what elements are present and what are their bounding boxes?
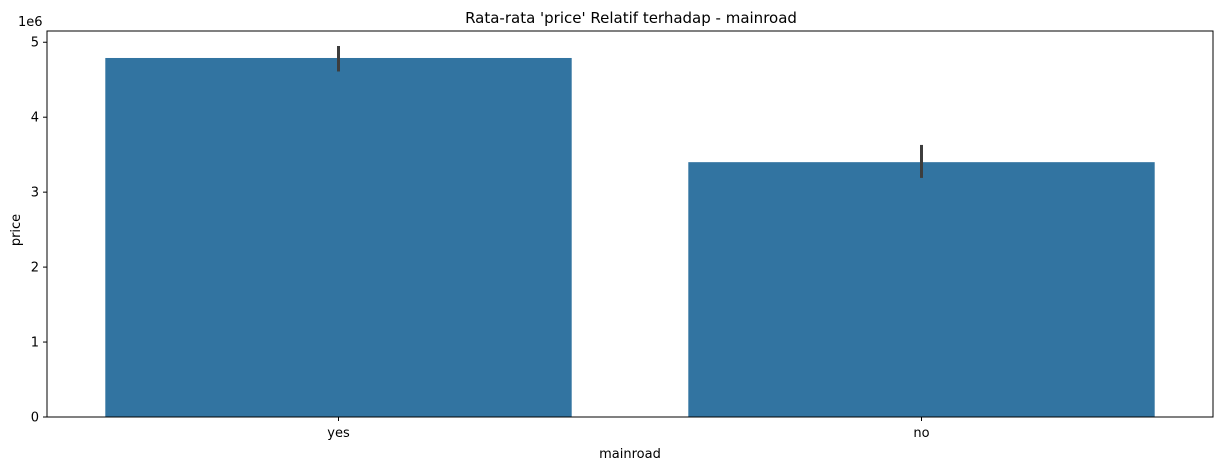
chart-title: Rata-rata 'price' Relatif terhadap - mai…: [465, 9, 797, 27]
bar-no: [688, 162, 1155, 417]
x-axis-ticks: yes no: [327, 417, 930, 441]
y-tick-label-3: 3: [31, 186, 39, 201]
x-tick-label-yes: yes: [327, 426, 350, 441]
y-axis-label: price: [9, 214, 24, 246]
y-tick-label-1: 1: [31, 336, 39, 351]
y-tick-label-2: 2: [31, 261, 39, 276]
bars-layer: [105, 57, 1155, 418]
errorbars-layer: [337, 45, 923, 178]
y-tick-label-0: 0: [31, 411, 39, 426]
y-offset-label: 1e6: [18, 15, 43, 30]
plot-frame: [46, 30, 1214, 418]
x-tick-label-no: no: [913, 426, 929, 441]
y-axis-ticks: 0 1 2 3 4 5: [31, 36, 47, 426]
y-tick-label-5: 5: [31, 36, 39, 51]
x-axis-label: mainroad: [599, 447, 661, 462]
y-tick-label-4: 4: [31, 111, 39, 126]
bar-yes: [105, 57, 572, 418]
